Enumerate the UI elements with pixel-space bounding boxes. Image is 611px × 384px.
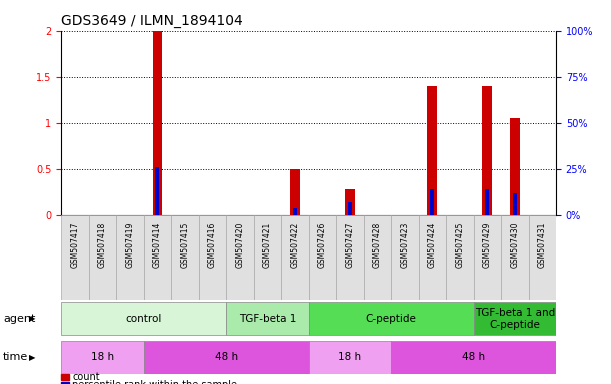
Bar	[309, 302, 474, 335]
Text: GSM507416: GSM507416	[208, 222, 217, 268]
Text: GSM507424: GSM507424	[428, 222, 437, 268]
Bar	[474, 215, 501, 300]
Text: GSM507428: GSM507428	[373, 222, 382, 268]
Bar	[348, 202, 352, 215]
Text: percentile rank within the sample: percentile rank within the sample	[72, 380, 237, 384]
Text: ▶: ▶	[29, 353, 36, 362]
Bar	[510, 118, 519, 215]
Bar	[155, 167, 159, 215]
Text: C-peptide: C-peptide	[365, 314, 417, 324]
Bar	[61, 215, 89, 300]
Text: GSM507431: GSM507431	[538, 222, 547, 268]
Bar	[501, 215, 529, 300]
Bar	[89, 215, 116, 300]
Text: GSM507423: GSM507423	[400, 222, 409, 268]
Text: GSM507425: GSM507425	[455, 222, 464, 268]
Bar	[391, 341, 556, 374]
Text: GSM507426: GSM507426	[318, 222, 327, 268]
Text: GSM507414: GSM507414	[153, 222, 162, 268]
Text: GSM507422: GSM507422	[290, 222, 299, 268]
Text: GDS3649 / ILMN_1894104: GDS3649 / ILMN_1894104	[61, 14, 243, 28]
Text: GSM507419: GSM507419	[125, 222, 134, 268]
Text: GSM507429: GSM507429	[483, 222, 492, 268]
Bar	[430, 189, 434, 215]
Text: TGF-beta 1: TGF-beta 1	[239, 314, 296, 324]
Bar	[61, 341, 144, 374]
Text: GSM507420: GSM507420	[235, 222, 244, 268]
Text: time: time	[3, 352, 28, 362]
Bar	[281, 215, 309, 300]
Bar	[345, 189, 354, 215]
Bar	[428, 86, 437, 215]
Bar	[199, 215, 226, 300]
Text: GSM507418: GSM507418	[98, 222, 107, 268]
Text: ▶: ▶	[29, 314, 36, 323]
Bar	[391, 215, 419, 300]
Bar	[226, 215, 254, 300]
Text: count: count	[72, 372, 100, 382]
Bar	[474, 302, 556, 335]
Bar	[293, 208, 297, 215]
Bar	[309, 215, 336, 300]
Text: TGF-beta 1 and
C-peptide: TGF-beta 1 and C-peptide	[475, 308, 555, 329]
Text: control: control	[125, 314, 162, 324]
Text: 18 h: 18 h	[91, 352, 114, 362]
Bar	[144, 341, 309, 374]
Bar	[529, 215, 556, 300]
Text: agent: agent	[3, 314, 35, 324]
Text: GSM507415: GSM507415	[180, 222, 189, 268]
Bar	[364, 215, 391, 300]
Bar	[419, 215, 446, 300]
Bar	[144, 215, 171, 300]
Text: 48 h: 48 h	[462, 352, 485, 362]
Text: GSM507427: GSM507427	[345, 222, 354, 268]
Bar	[446, 215, 474, 300]
Text: GSM507417: GSM507417	[70, 222, 79, 268]
Bar	[254, 215, 281, 300]
Bar	[116, 215, 144, 300]
Bar	[290, 169, 299, 215]
Bar	[309, 341, 391, 374]
Text: GSM507421: GSM507421	[263, 222, 272, 268]
Bar	[483, 86, 492, 215]
Text: 48 h: 48 h	[214, 352, 238, 362]
Bar	[153, 31, 162, 215]
Bar	[226, 302, 309, 335]
Text: 18 h: 18 h	[338, 352, 361, 362]
Bar	[336, 215, 364, 300]
Bar	[485, 189, 489, 215]
Bar	[513, 193, 517, 215]
Bar	[61, 302, 226, 335]
Bar	[171, 215, 199, 300]
Text: GSM507430: GSM507430	[510, 222, 519, 268]
